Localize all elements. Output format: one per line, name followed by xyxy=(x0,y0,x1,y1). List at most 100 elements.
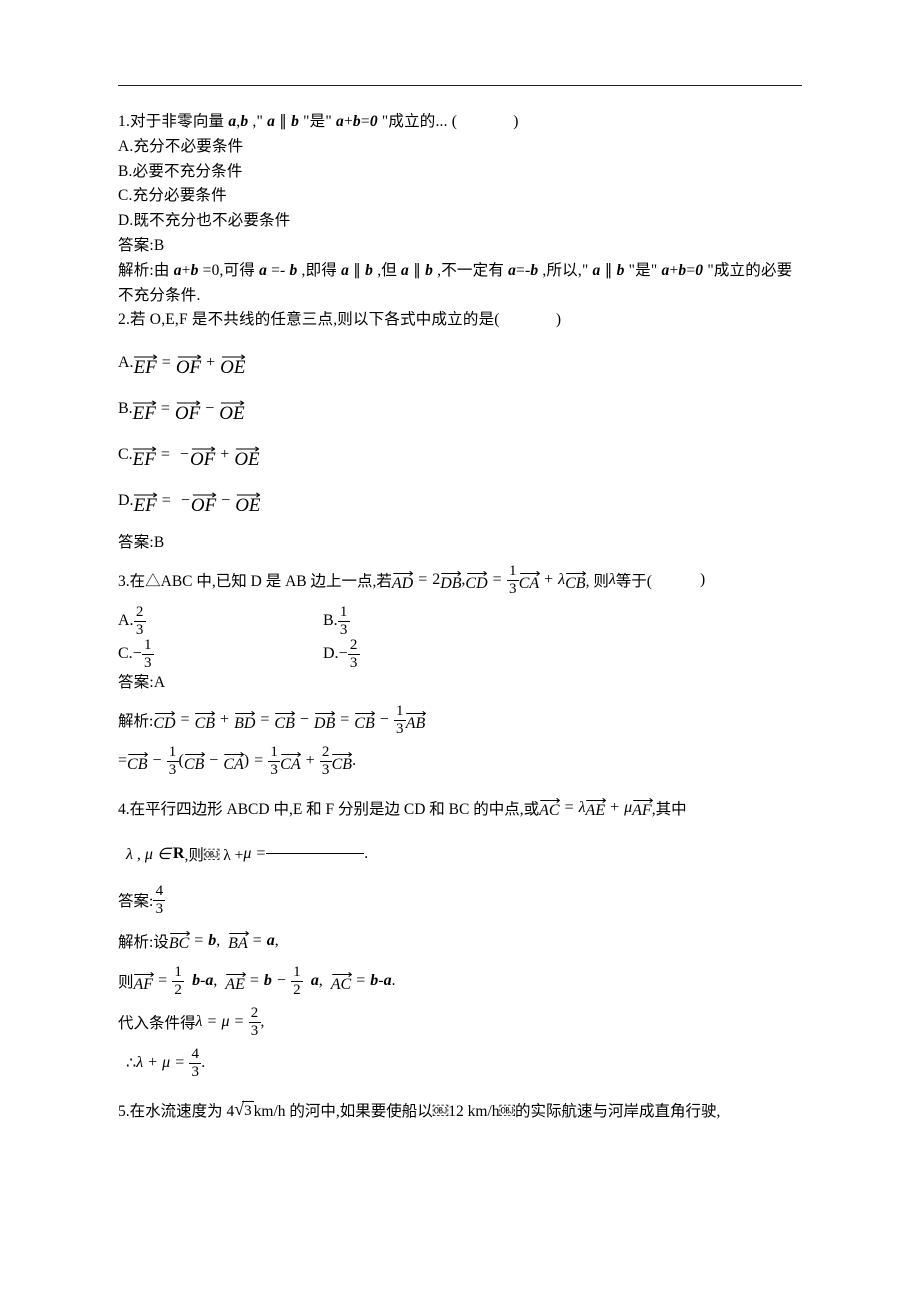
q3-stem: 3.在△ABC 中,已知 D 是 AB 边上一点,若 ⟶AD = 2 ⟶DB ,… xyxy=(118,564,802,597)
q4f43n: 4 xyxy=(189,1047,201,1063)
q1-choice-d: D.既不充分也不必要条件 xyxy=(118,209,802,234)
vec-oe-c: ⟶OE xyxy=(234,442,259,469)
q4post: ,其中 xyxy=(652,797,687,819)
q3-choices-row2: C. − 13 D. − 23 xyxy=(118,638,802,671)
q1-ea4: a xyxy=(401,262,409,279)
q1-e3: =- xyxy=(271,262,285,279)
ecd: ⟶CD xyxy=(153,709,175,732)
vec-cd: ⟶CD xyxy=(465,569,487,592)
q4c5: , xyxy=(261,1013,265,1031)
q3fc: 13 xyxy=(142,638,154,671)
q4pl2: + xyxy=(143,1054,162,1072)
vec-of-a: ⟶OF xyxy=(176,350,201,377)
e2cb: ⟶CB xyxy=(127,750,147,773)
q2-s1: 2.若 O,E,F 是不共线的任意三点,则以下各式中成立的是( xyxy=(118,311,500,328)
q3eq2: = xyxy=(488,571,507,589)
e2ca2: ⟶CA xyxy=(280,750,300,773)
q4c3: , xyxy=(213,972,217,990)
q4eq: = xyxy=(560,799,579,817)
q5sqv: 3 xyxy=(242,1101,254,1120)
eq-b: = xyxy=(156,400,175,418)
q4-stem-line1: 4.在平行四边形 ABCD 中,E 和 F 分别是边 CD 和 BC 的中点,或… xyxy=(118,792,802,824)
q3lam2: λ xyxy=(609,571,616,589)
q4h1: 12 xyxy=(172,965,184,998)
q1-ea5: a xyxy=(508,262,516,279)
q3fdn: 2 xyxy=(348,638,360,654)
edb2: ⟶DB xyxy=(314,709,335,732)
q4h1d: 2 xyxy=(172,982,184,998)
q3fbn: 1 xyxy=(338,605,350,621)
q3-answer: 答案:A xyxy=(118,671,802,696)
q4a4: a xyxy=(384,972,392,990)
ef13ad: 3 xyxy=(394,721,406,737)
q4f23d: 3 xyxy=(249,1023,261,1039)
q4l2m: ,则￼ λ + xyxy=(184,843,243,865)
e2cb3: ⟶CB xyxy=(332,750,352,773)
q4a: a xyxy=(267,932,275,950)
q4in: λ , μ ∈ xyxy=(126,844,171,864)
q4-blank xyxy=(266,853,364,854)
f13d: 3 xyxy=(507,581,519,597)
vec-b2: b xyxy=(291,113,299,130)
q1-eb6: b xyxy=(617,262,625,279)
vec-b3: b xyxy=(353,113,361,130)
q4l2m2: μ = xyxy=(243,845,266,863)
e2f13d: 3 xyxy=(167,762,179,778)
vec-cb: ⟶CB xyxy=(565,569,585,592)
q4al: 答案: xyxy=(118,889,153,911)
q5pre: 5.在水流速度为 4 xyxy=(118,1099,234,1121)
q4R: R xyxy=(171,845,185,863)
q2-choice-b: B. ⟶EF = ⟶OF − ⟶OE xyxy=(118,393,802,425)
e2f13b: 13 xyxy=(268,745,280,778)
q1-e8: "是" xyxy=(629,262,658,279)
q3end: 等于( xyxy=(616,569,652,591)
q1-ea3: a xyxy=(341,262,349,279)
q4el: 解析:设 xyxy=(118,930,169,952)
q3lb: B. xyxy=(323,612,338,630)
q4eq5: = xyxy=(351,972,370,990)
q4h1n: 1 xyxy=(172,965,184,981)
q4b3: b xyxy=(264,972,272,990)
vec-ca: ⟶CA xyxy=(519,569,539,592)
q3-choice-b: B. 13 xyxy=(323,605,350,638)
ecb3: ⟶CB xyxy=(354,709,374,732)
vec-of-c: ⟶OF xyxy=(190,442,215,469)
q3fcd: 3 xyxy=(142,655,154,671)
q1-e5: ,但 xyxy=(377,262,401,279)
ef13a: 13 xyxy=(394,704,406,737)
q4f43: 43 xyxy=(189,1047,201,1080)
q4a2: a xyxy=(205,972,213,990)
q3lam: λ xyxy=(558,571,565,589)
eab: ⟶AB xyxy=(406,709,426,732)
q1-eb1: b xyxy=(191,262,199,279)
vec-a: a xyxy=(228,113,236,130)
q1-text-4: "成立的... ( xyxy=(382,113,457,130)
q3fb: 13 xyxy=(338,605,350,638)
eq-d: = xyxy=(157,492,176,510)
q4pl: + xyxy=(605,799,624,817)
q4af43: 43 xyxy=(153,884,165,917)
q4tf: ∴ xyxy=(126,1053,136,1073)
q4ae2: ⟶AE xyxy=(225,970,245,993)
q4mi2: − xyxy=(272,972,291,990)
q3lc: C. xyxy=(118,645,133,663)
e2f13bd: 3 xyxy=(268,762,280,778)
q1-ea6: a xyxy=(593,262,601,279)
q1-e9: "成立的必要 xyxy=(707,262,792,279)
q4b: b xyxy=(208,932,216,950)
q3fdd: 3 xyxy=(348,655,360,671)
q1-choice-a: A.充分不必要条件 xyxy=(118,135,802,160)
q4h2d: 2 xyxy=(291,982,303,998)
q3-choice-d: D. − 23 xyxy=(323,638,360,671)
e2mi: − xyxy=(147,752,166,770)
pl-a: + xyxy=(201,354,220,372)
q3-expl-line1: 解析: ⟶CD = ⟶CB + ⟶BD = ⟶CB − ⟶DB = ⟶CB − … xyxy=(118,704,802,737)
pl-c: + xyxy=(215,446,234,464)
q2-lc: C. xyxy=(118,446,133,464)
q4-expl-line1: 解析:设 ⟶BC = b , ⟶BA = a , xyxy=(118,925,802,957)
q1-eb5: b xyxy=(530,262,538,279)
q4eq8: = xyxy=(170,1054,189,1072)
ng-d1: − xyxy=(181,492,190,510)
vec-ef-b: ⟶EF xyxy=(133,396,156,423)
q3pl: + xyxy=(539,571,558,589)
